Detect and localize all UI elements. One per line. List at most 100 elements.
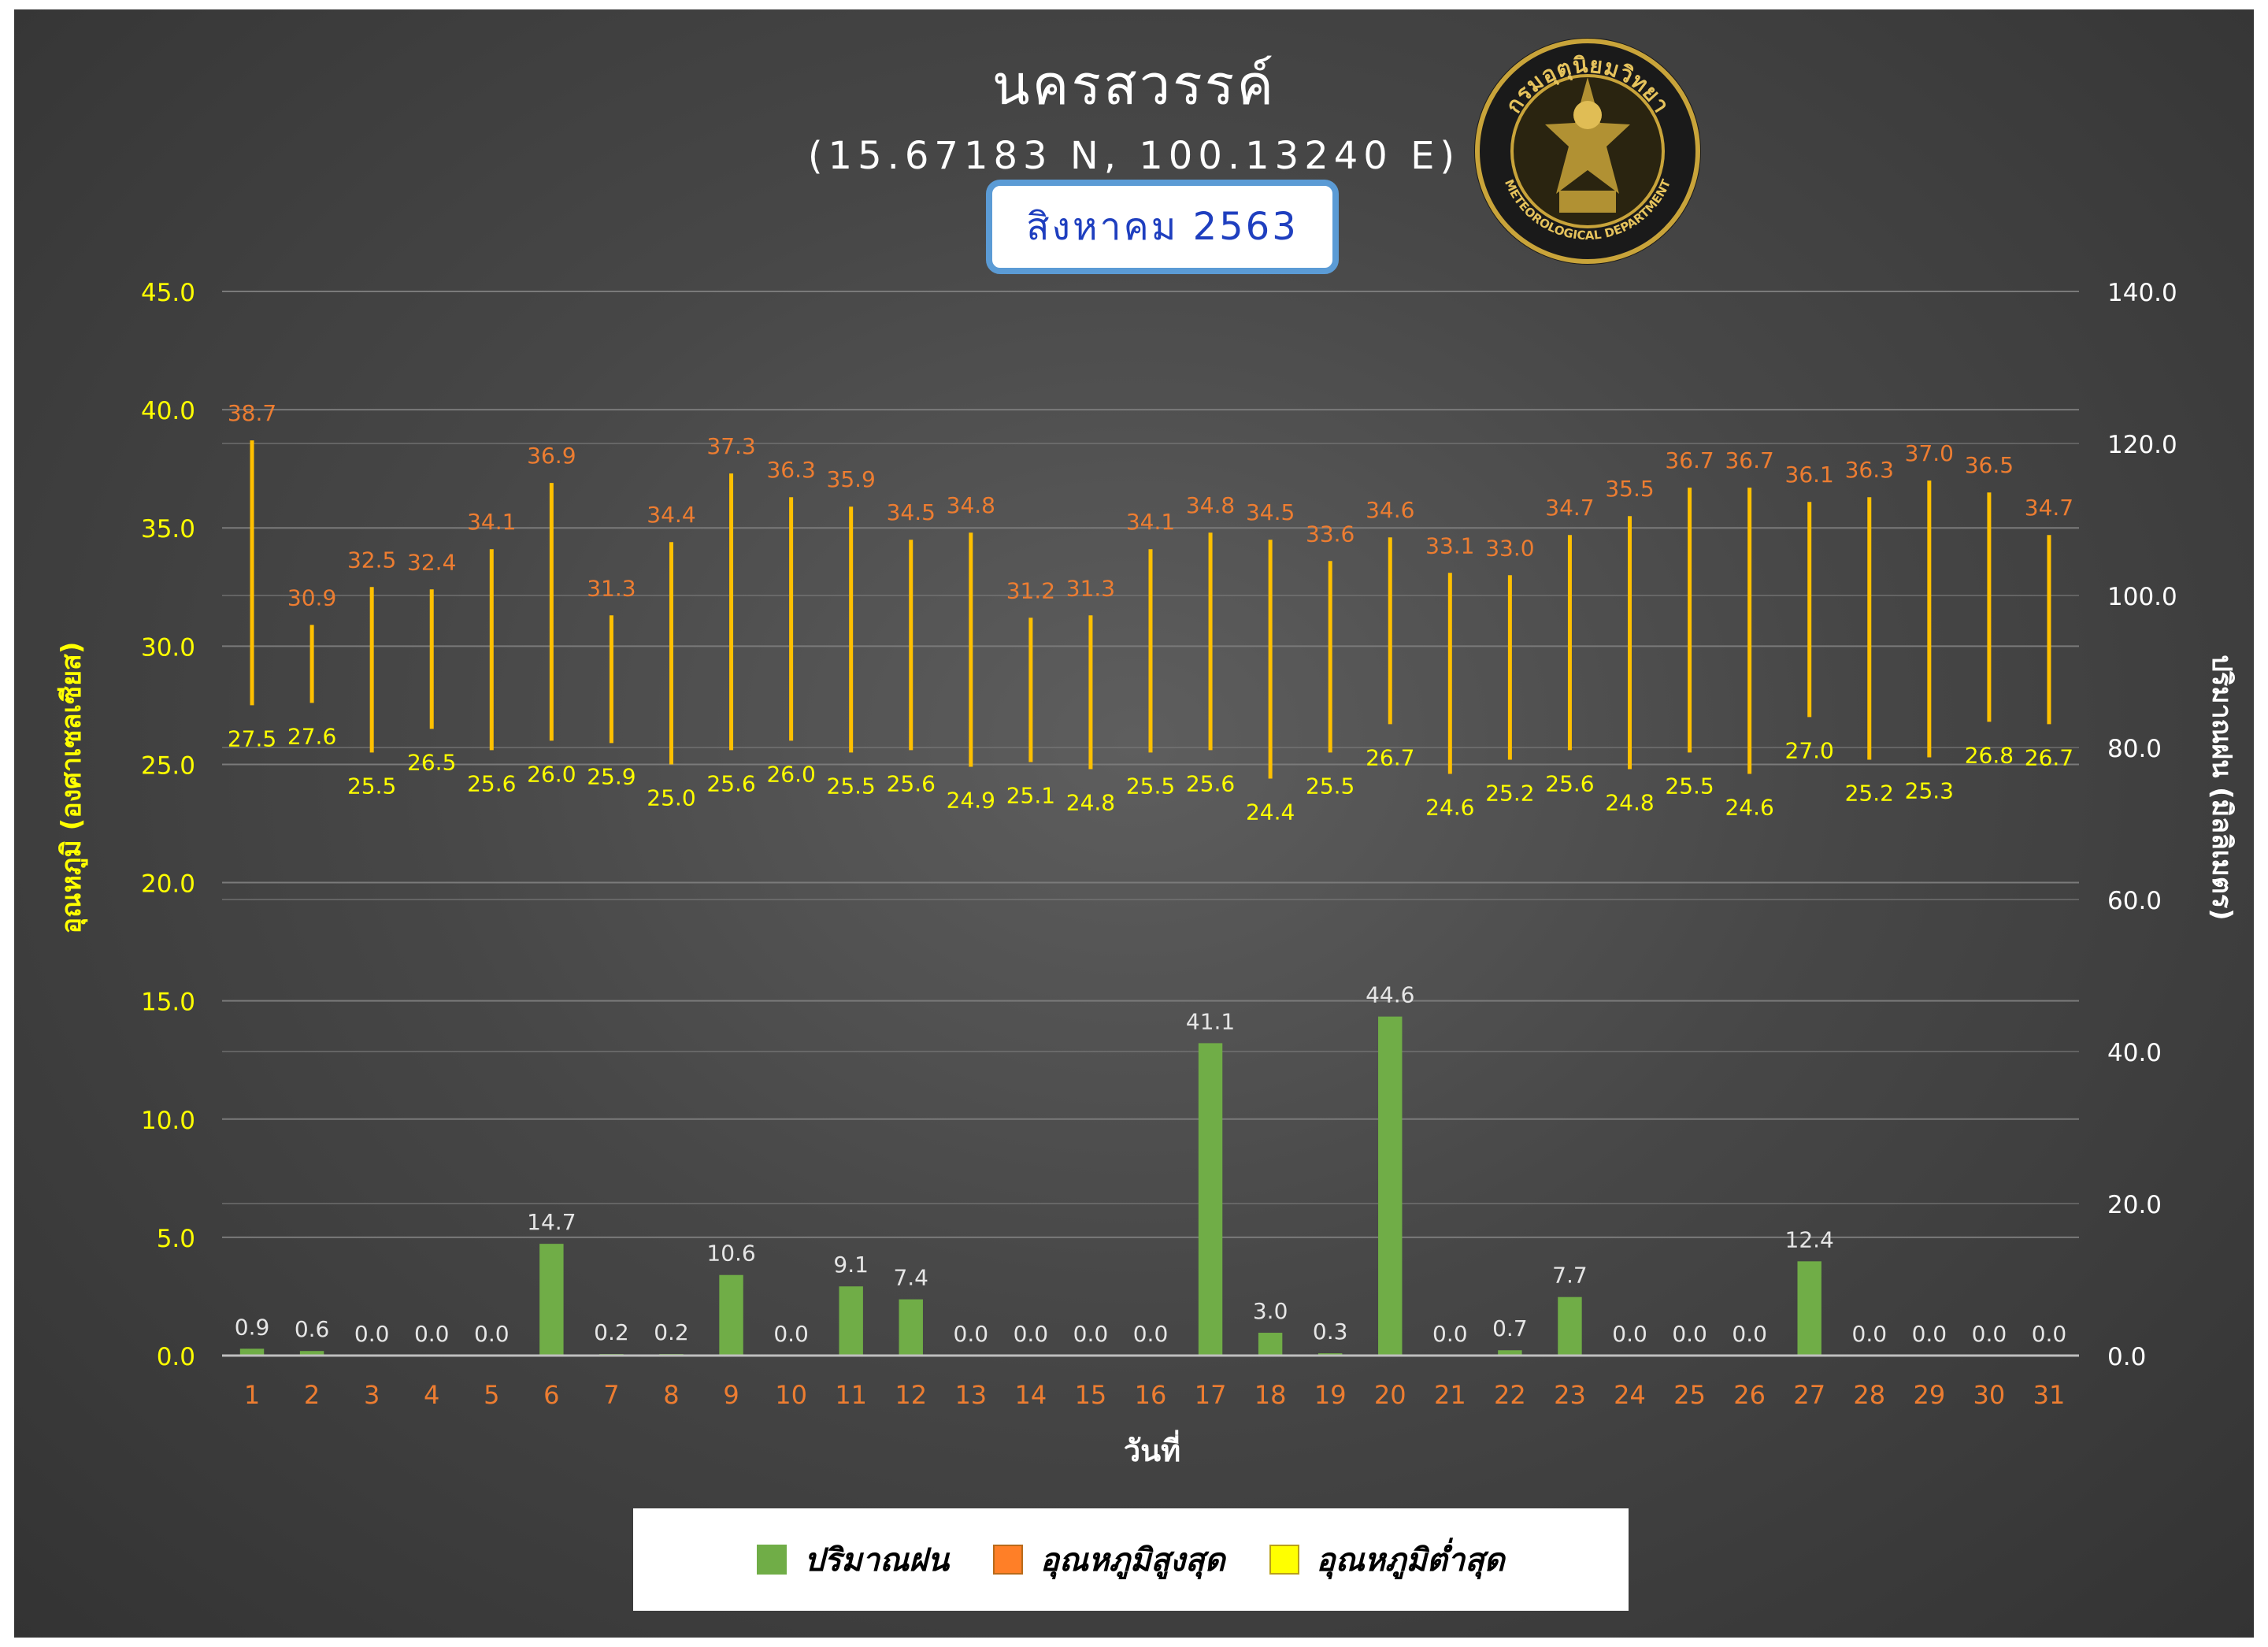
y-tick-left: 45.0 xyxy=(141,279,195,307)
station-coordinates: (15.67183 N, 100.13240 E) xyxy=(807,134,1461,178)
gridlines xyxy=(222,291,2079,1356)
rain-value-label: 0.0 xyxy=(474,1321,510,1347)
min-temp-label: 25.1 xyxy=(1006,782,1055,808)
x-tick-label: 17 xyxy=(1195,1380,1227,1410)
x-tick-label: 13 xyxy=(954,1380,987,1410)
max-temp-label: 33.0 xyxy=(1485,535,1534,561)
min-temp-label: 26.0 xyxy=(766,761,815,787)
rain-value-label: 0.2 xyxy=(654,1319,689,1345)
legend-item-min-temp: อุณหภูมิต่ำสุด xyxy=(1269,1534,1505,1585)
meteorological-department-logo: กรมอุตุนิยมวิทยา METEOROLOGICAL DEPARTME… xyxy=(1474,38,1701,265)
max-temp-label: 36.7 xyxy=(1665,447,1714,473)
rain-value-label: 0.2 xyxy=(594,1319,629,1345)
rain-value-label: 0.0 xyxy=(1972,1321,2007,1347)
x-tick-label: 24 xyxy=(1614,1380,1646,1410)
rain-value-label: 7.4 xyxy=(893,1265,928,1291)
x-tick-label: 5 xyxy=(484,1380,499,1410)
rain-bar xyxy=(899,1299,923,1356)
rain-value-label: 0.0 xyxy=(1912,1321,1947,1347)
legend-swatch-min-temp xyxy=(1269,1545,1299,1575)
max-temp-label: 34.7 xyxy=(2025,495,2073,521)
min-temp-label: 25.3 xyxy=(1905,777,1954,803)
x-tick-label: 3 xyxy=(364,1380,380,1410)
rain-value-label: 0.0 xyxy=(414,1321,450,1347)
y-tick-left: 25.0 xyxy=(141,751,195,780)
rain-value-label: 0.6 xyxy=(295,1316,330,1342)
min-temp-label: 27.6 xyxy=(287,723,336,749)
x-tick-label: 25 xyxy=(1673,1380,1706,1410)
y-tick-left: 30.0 xyxy=(141,633,195,662)
x-tick-label: 15 xyxy=(1075,1380,1107,1410)
x-tick-label: 16 xyxy=(1135,1380,1167,1410)
max-temp-label: 36.3 xyxy=(766,457,815,483)
x-tick-label: 8 xyxy=(663,1380,679,1410)
max-temp-label: 32.5 xyxy=(347,547,396,573)
x-tick-label: 10 xyxy=(775,1380,807,1410)
rain-value-label: 0.0 xyxy=(1432,1321,1468,1347)
rain-bar xyxy=(719,1274,743,1356)
x-tick-label: 14 xyxy=(1015,1380,1047,1410)
x-tick-label: 9 xyxy=(723,1380,739,1410)
min-temp-label: 25.5 xyxy=(827,773,876,799)
min-temp-label: 25.2 xyxy=(1845,780,1894,806)
y-tick-right: 0.0 xyxy=(2107,1343,2146,1371)
x-tick-label: 18 xyxy=(1254,1380,1287,1410)
min-temp-label: 26.5 xyxy=(407,749,456,775)
min-temp-label: 25.5 xyxy=(1665,773,1714,799)
min-temp-label: 25.6 xyxy=(1186,770,1235,796)
axes: 0.05.010.015.020.025.030.035.040.045.00.… xyxy=(141,279,2177,1410)
y-tick-left: 20.0 xyxy=(141,870,195,899)
x-tick-label: 20 xyxy=(1374,1380,1406,1410)
rain-bar xyxy=(539,1244,564,1356)
rain-value-label: 44.6 xyxy=(1366,982,1414,1008)
y-tick-right: 60.0 xyxy=(2107,887,2162,915)
max-temp-label: 36.5 xyxy=(1965,452,2014,478)
max-temp-label: 38.7 xyxy=(228,400,276,426)
y-tick-right: 80.0 xyxy=(2107,735,2162,763)
x-tick-label: 22 xyxy=(1494,1380,1526,1410)
min-temp-label: 27.5 xyxy=(228,725,276,751)
y-axis-left-label: อุณหภูมิ (องศาเซลเซียส) xyxy=(56,642,88,934)
max-temp-label: 34.7 xyxy=(1545,495,1594,521)
rain-value-label: 14.7 xyxy=(527,1209,576,1235)
max-temp-label: 33.1 xyxy=(1425,532,1474,558)
max-temp-label: 35.9 xyxy=(827,466,876,492)
min-temp-label: 24.6 xyxy=(1425,794,1474,820)
x-tick-label: 1 xyxy=(244,1380,260,1410)
min-temp-label: 25.2 xyxy=(1485,780,1534,806)
max-temp-label: 34.1 xyxy=(1126,509,1175,535)
chart-title: นครสวรรค์ xyxy=(991,53,1277,117)
min-temp-label: 25.5 xyxy=(1306,773,1354,799)
rain-value-label: 0.9 xyxy=(235,1314,270,1340)
max-temp-label: 36.3 xyxy=(1845,457,1894,483)
legend-swatch-max-temp xyxy=(992,1545,1023,1575)
max-temp-label: 36.7 xyxy=(1725,447,1773,473)
x-tick-label: 11 xyxy=(835,1380,867,1410)
min-temp-label: 26.8 xyxy=(1965,742,2014,768)
rain-bar xyxy=(1258,1333,1283,1356)
legend-label-min-temp: อุณหภูมิต่ำสุด xyxy=(1316,1541,1505,1578)
max-temp-label: 31.3 xyxy=(1066,575,1115,601)
rain-bar xyxy=(1797,1261,1821,1356)
rain-value-label: 0.0 xyxy=(1852,1321,1888,1347)
x-tick-label: 21 xyxy=(1434,1380,1466,1410)
rain-value-label: 0.0 xyxy=(773,1321,809,1347)
max-temp-label: 34.1 xyxy=(467,509,516,535)
min-temp-label: 26.0 xyxy=(527,761,576,787)
x-tick-label: 26 xyxy=(1733,1380,1766,1410)
x-tick-label: 6 xyxy=(543,1380,559,1410)
rain-value-label: 0.0 xyxy=(1732,1321,1767,1347)
y-tick-right: 100.0 xyxy=(2107,583,2177,611)
y-tick-left: 15.0 xyxy=(141,989,195,1017)
rain-value-label: 0.0 xyxy=(1014,1321,1049,1347)
x-tick-label: 28 xyxy=(1853,1380,1885,1410)
max-temp-label: 36.1 xyxy=(1785,462,1834,488)
rain-value-label: 10.6 xyxy=(706,1241,755,1267)
legend-label-max-temp: อุณหภูมิสูงสุด xyxy=(1040,1541,1225,1578)
rain-bar xyxy=(839,1286,863,1356)
legend-item-max-temp: อุณหภูมิสูงสุด xyxy=(992,1534,1225,1585)
min-temp-label: 24.9 xyxy=(947,787,995,813)
y-tick-right: 120.0 xyxy=(2107,431,2177,459)
x-tick-label: 27 xyxy=(1793,1380,1825,1410)
rain-value-label: 0.0 xyxy=(954,1321,989,1347)
